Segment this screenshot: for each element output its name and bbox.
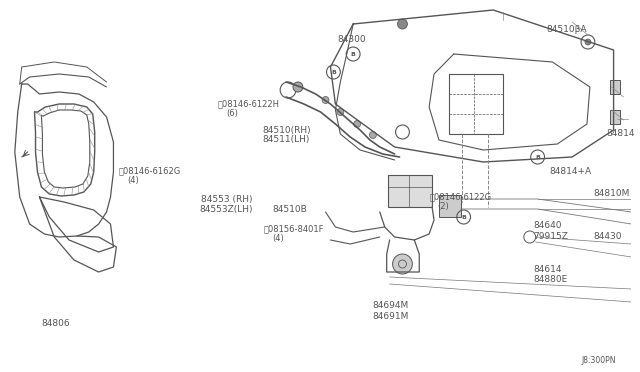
Text: Ⓑ08146-6122G: Ⓑ08146-6122G <box>429 193 492 202</box>
Text: 84810M: 84810M <box>593 189 630 198</box>
Text: 84430: 84430 <box>593 232 622 241</box>
Text: 84640: 84640 <box>534 221 562 230</box>
Text: 84553 (RH): 84553 (RH) <box>201 195 252 204</box>
Text: 84814+A: 84814+A <box>549 167 591 176</box>
Text: 84694M: 84694M <box>372 301 409 310</box>
Text: Ⓑ08156-8401F: Ⓑ08156-8401F <box>264 224 324 233</box>
Text: (4): (4) <box>127 176 140 185</box>
Text: J8:300PN: J8:300PN <box>581 356 616 365</box>
Circle shape <box>337 109 344 115</box>
Circle shape <box>322 96 329 103</box>
Text: B: B <box>461 215 466 219</box>
Circle shape <box>585 39 591 45</box>
Circle shape <box>354 121 360 128</box>
Text: 84300: 84300 <box>338 35 366 44</box>
Text: Ⓑ08146-6162G: Ⓑ08146-6162G <box>118 167 181 176</box>
Circle shape <box>397 19 408 29</box>
Circle shape <box>369 131 376 138</box>
Text: 84553Z(LH): 84553Z(LH) <box>200 205 253 214</box>
Text: (6): (6) <box>226 109 238 118</box>
Text: 84806: 84806 <box>41 319 70 328</box>
FancyBboxPatch shape <box>610 80 620 94</box>
Text: 84814: 84814 <box>606 129 635 138</box>
Text: (2): (2) <box>438 202 449 211</box>
FancyBboxPatch shape <box>439 195 461 217</box>
FancyBboxPatch shape <box>610 110 620 124</box>
Text: 79915Z: 79915Z <box>534 232 568 241</box>
Text: B: B <box>331 70 336 74</box>
Text: B: B <box>535 154 540 160</box>
Circle shape <box>392 254 412 274</box>
Circle shape <box>293 82 303 92</box>
Text: Ⓑ08146-6122H: Ⓑ08146-6122H <box>218 100 280 109</box>
FancyBboxPatch shape <box>388 175 432 207</box>
Text: 84614: 84614 <box>534 265 562 274</box>
Text: 84691M: 84691M <box>372 312 409 321</box>
Text: (4): (4) <box>273 234 285 243</box>
Text: B: B <box>351 51 356 57</box>
Text: 84510B: 84510B <box>273 205 307 214</box>
Text: 84511(LH): 84511(LH) <box>262 135 309 144</box>
Text: 84880E: 84880E <box>534 275 568 284</box>
Text: 84510βA: 84510βA <box>546 25 587 34</box>
Text: 84510(RH): 84510(RH) <box>262 126 310 135</box>
